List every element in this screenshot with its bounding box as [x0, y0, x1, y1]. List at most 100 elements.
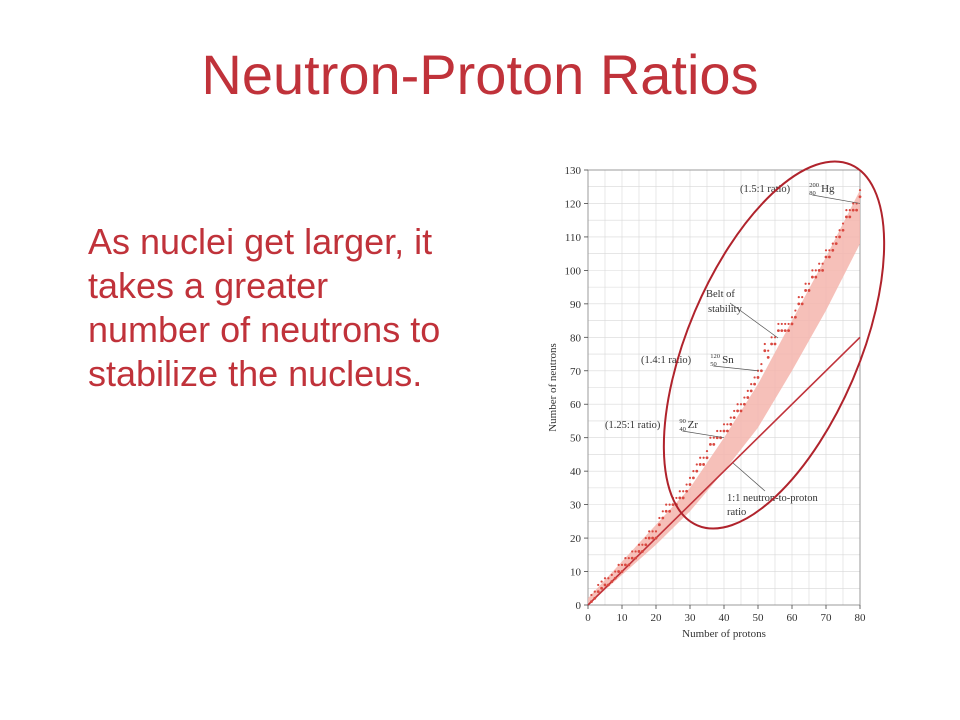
data-point [746, 389, 749, 392]
data-point [668, 509, 671, 513]
data-point [695, 463, 698, 466]
data-point [600, 586, 603, 590]
y-tick-label: 30 [570, 500, 582, 512]
y-tick-label: 120 [565, 198, 582, 210]
data-point [729, 416, 732, 419]
data-point [763, 342, 766, 346]
data-point [719, 429, 722, 433]
data-point [590, 593, 593, 597]
data-point [620, 570, 624, 573]
data-point [804, 289, 807, 292]
isotope-mass: 200 [809, 182, 819, 189]
data-point [647, 536, 651, 540]
data-point [709, 436, 712, 439]
data-point [739, 409, 743, 413]
data-point [651, 536, 654, 540]
data-point [716, 429, 719, 433]
data-point [818, 262, 821, 265]
data-point [770, 336, 773, 339]
data-point [658, 516, 661, 520]
data-point [834, 242, 838, 246]
data-point [753, 382, 756, 386]
data-point [767, 349, 770, 352]
data-point [753, 376, 756, 379]
data-point [801, 296, 804, 299]
isotope-symbol: Hg [821, 183, 835, 195]
large-nuclei-ellipse [662, 160, 886, 530]
data-point [654, 536, 658, 540]
data-point [750, 383, 753, 386]
data-point [743, 396, 746, 399]
data-point [770, 342, 773, 346]
data-point [736, 409, 739, 413]
data-point [811, 269, 814, 272]
isotope-z: 80 [809, 190, 816, 197]
y-tick-label: 0 [576, 600, 582, 612]
data-point [749, 389, 753, 393]
y-tick-label: 50 [570, 433, 582, 445]
x-axis: 0 10 20 30 40 50 60 70 80 [585, 605, 866, 624]
belt-label-pointer [729, 302, 779, 339]
data-point [736, 403, 739, 406]
data-point [821, 268, 824, 272]
ratio-label: (1.5:1 ratio) [740, 184, 791, 195]
data-point [668, 503, 671, 506]
data-point [783, 329, 787, 333]
x-axis-title: Number of protons [682, 628, 766, 640]
data-point [617, 570, 620, 573]
data-point [699, 456, 702, 459]
data-point [698, 463, 702, 466]
y-tick-label: 20 [570, 533, 582, 545]
x-tick-label: 10 [617, 612, 629, 624]
data-point [661, 516, 665, 520]
data-point [627, 563, 631, 567]
data-point [665, 503, 668, 506]
data-point [845, 215, 848, 219]
data-point [590, 600, 593, 604]
data-point [760, 362, 763, 366]
data-point [641, 550, 644, 553]
data-point [603, 583, 607, 587]
data-point [705, 449, 709, 453]
data-point [617, 563, 620, 566]
data-point [848, 215, 852, 219]
data-point [814, 275, 818, 279]
data-point [817, 268, 821, 272]
x-tick-label: 70 [821, 612, 833, 624]
annotation-pointer [713, 365, 759, 372]
data-point [593, 596, 597, 600]
data-point [610, 580, 614, 583]
data-point [712, 436, 715, 439]
data-point [787, 322, 790, 326]
data-point [780, 329, 784, 333]
data-point [678, 490, 681, 493]
data-point [624, 563, 627, 567]
data-point [692, 476, 695, 480]
data-point [773, 342, 777, 346]
one-to-one-line [587, 336, 861, 606]
data-point [624, 557, 627, 560]
ref-label-pointer [732, 462, 766, 492]
neutron-proton-chart: 0 10 20 30 40 50 60 70 80 0 10 20 30 40 50 60 70 80 90 100… [547, 160, 886, 640]
data-point [804, 282, 807, 285]
data-point [845, 209, 848, 212]
data-point [658, 523, 661, 527]
data-point [746, 396, 750, 399]
data-point [620, 563, 624, 566]
data-point [784, 322, 787, 326]
data-point [695, 469, 699, 473]
data-point [610, 573, 613, 576]
data-point [726, 423, 729, 426]
data-point [828, 255, 831, 259]
data-point [634, 550, 637, 553]
stable-nuclei [590, 188, 862, 604]
data-point [600, 580, 603, 583]
data-point [828, 249, 831, 252]
slide-title: Neutron-Proton Ratios [201, 43, 759, 106]
data-point [780, 322, 783, 326]
y-tick-label: 70 [570, 366, 582, 378]
data-point [773, 336, 777, 339]
data-point [797, 302, 801, 306]
